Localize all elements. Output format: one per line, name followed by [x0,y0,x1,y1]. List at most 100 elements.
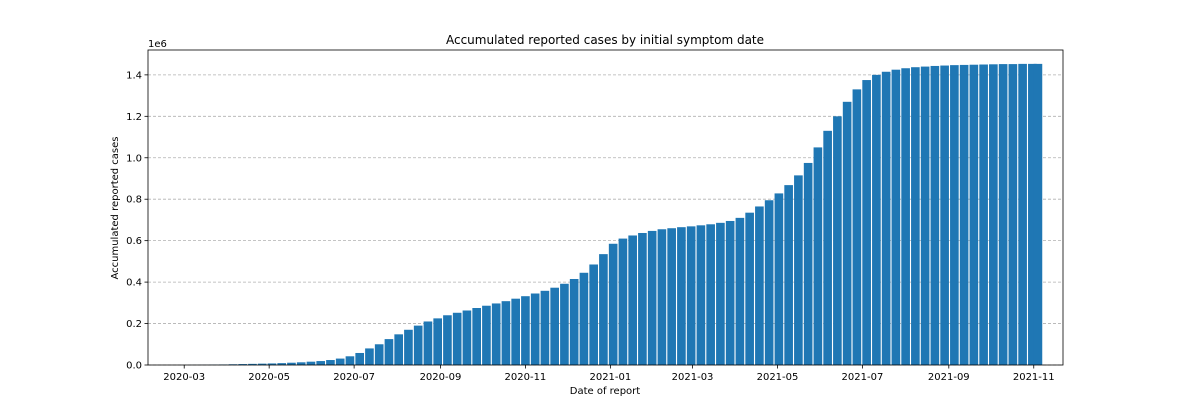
bar [833,116,842,365]
bar [862,80,871,365]
bar [813,147,823,365]
bar [764,200,774,365]
bar [872,74,881,366]
bar [423,321,433,365]
bar [852,89,862,365]
bar [599,254,608,365]
y-axis-offset-label: 1e6 [148,39,167,50]
x-tick-label: 2021-01 [589,372,631,383]
y-axis-label: Accumulated reported cases [110,136,121,279]
bar [550,287,559,365]
bar [462,310,472,365]
bar [482,305,491,365]
bar [335,358,345,365]
bar [326,360,335,365]
bar [560,283,569,365]
x-axis-ticks: 2020-03 2020-05 2020-07 2020-09 2020-11 2021-… [163,365,1055,383]
y-tick-label: 1.4 [126,70,142,81]
bar [257,363,267,365]
x-tick-label: 2020-11 [505,372,547,383]
bar [472,308,481,365]
bar [238,364,248,365]
bar [287,362,296,365]
x-tick-label: 2021-09 [928,372,970,383]
x-tick-label: 2021-11 [1013,372,1055,383]
bars [179,63,1043,366]
y-tick-label: 0.6 [126,236,142,247]
bar [296,362,306,365]
bar [638,232,647,365]
bar [491,303,501,365]
bar [628,235,637,365]
bar [725,220,735,365]
bar [443,315,452,365]
bar [579,272,589,365]
bar [784,185,793,365]
bar [452,312,462,365]
bar [277,363,287,365]
bar [1028,63,1037,366]
x-tick-label: 2021-07 [842,372,884,383]
bar [803,162,813,365]
bar [569,278,579,365]
bar [365,348,374,365]
bar [501,301,511,365]
x-tick-label: 2020-09 [420,372,462,383]
bar [930,65,940,365]
bar [1033,63,1043,366]
bar [950,65,959,365]
bar [647,230,657,365]
bar [267,363,277,365]
bar [911,67,920,366]
bar [413,325,423,365]
bar [823,130,832,365]
bar [794,175,803,365]
bar [774,193,784,365]
bar [248,363,257,365]
bar [530,293,540,365]
y-tick-label: 0.0 [126,361,142,372]
bar [384,339,394,365]
bar [355,352,365,365]
bar [521,296,530,365]
x-tick-label: 2021-05 [757,372,799,383]
y-axis-ticks: 0.0 0.2 0.4 0.6 0.8 1.0 1.2 1.4 [126,70,148,372]
bar [540,290,550,365]
bar [686,226,696,365]
y-tick-label: 0.4 [126,278,142,289]
bar [316,361,326,365]
bar [901,68,910,365]
x-axis-label: Date of report [570,386,641,397]
y-tick-label: 0.2 [126,319,142,330]
bar [745,212,754,365]
bar [969,64,979,366]
bar [716,222,725,365]
bar [374,344,384,365]
bar [842,101,852,366]
bar [394,334,404,365]
bar [608,243,618,365]
bar [1018,63,1027,366]
bar [618,238,628,365]
bar [891,69,901,365]
y-tick-label: 1.0 [126,153,142,164]
bar [306,361,316,365]
bar [677,227,686,365]
bar [735,217,745,365]
bar [989,64,998,365]
plot-frame [147,49,1064,366]
y-tick-label: 1.2 [126,112,142,123]
bar [755,206,764,365]
bar [667,228,676,365]
chart-title: Accumulated reported cases by initial sy… [446,33,764,47]
bar [657,229,667,365]
bar [881,71,891,366]
bar [706,224,715,365]
x-tick-label: 2020-05 [248,372,290,383]
x-tick-label: 2020-03 [163,372,205,383]
x-tick-label: 2021-03 [672,372,714,383]
bar [920,66,930,365]
bar [696,225,706,365]
bar [959,64,969,365]
